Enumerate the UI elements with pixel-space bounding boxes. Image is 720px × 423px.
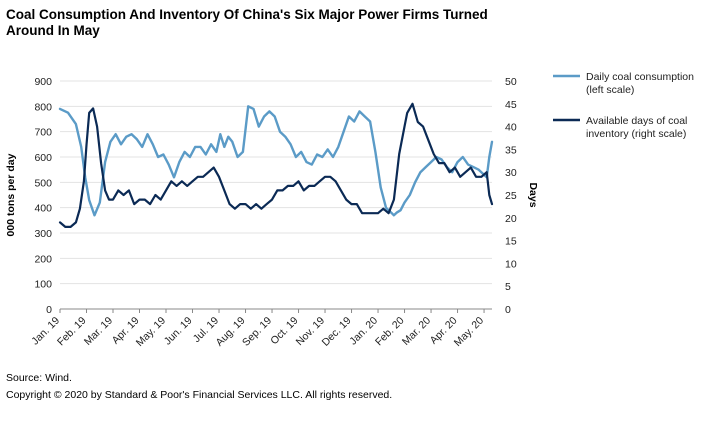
left-tick-label: 100 xyxy=(34,279,52,291)
source-note: Source: Wind. xyxy=(6,372,72,384)
right-tick-label: 15 xyxy=(505,236,517,248)
legend-item-consumption: Daily coal consumption (left scale) xyxy=(586,71,694,96)
x-tick-label: Sep. 19 xyxy=(240,315,274,349)
left-tick-label: 400 xyxy=(34,203,52,215)
left-axis-title: 000 tons per day xyxy=(5,153,17,236)
x-tick-label: Mar. 20 xyxy=(400,315,433,348)
x-tick-label: May. 19 xyxy=(134,315,168,349)
right-tick-label: 20 xyxy=(505,213,517,225)
left-tick-label: 0 xyxy=(46,304,52,316)
series-layer xyxy=(58,102,494,228)
series-line-inventory xyxy=(58,102,494,228)
right-tick-label: 40 xyxy=(505,122,517,134)
right-tick-label: 50 xyxy=(505,76,517,88)
gridlines xyxy=(60,80,492,285)
series-line-consumption xyxy=(58,105,494,217)
left-tick-label: 900 xyxy=(34,76,52,88)
right-tick-label: 25 xyxy=(505,190,517,202)
left-tick-label: 600 xyxy=(34,152,52,164)
right-tick-label: 35 xyxy=(505,144,517,156)
left-axis-ticks: 0 100 200 300 400 500 600 700 800 900 xyxy=(34,76,52,316)
copyright-note: Copyright © 2020 by Standard & Poor's Fi… xyxy=(6,389,393,401)
x-tick-label: Mar. 19 xyxy=(82,315,115,348)
left-tick-label: 300 xyxy=(34,228,52,240)
left-tick-label: 700 xyxy=(34,127,52,139)
right-axis-ticks: 0 5 10 15 20 25 30 35 40 45 50 xyxy=(505,76,517,316)
right-axis-title: Days xyxy=(527,182,539,207)
left-tick-label: 500 xyxy=(34,177,52,189)
left-tick-label: 800 xyxy=(34,101,52,113)
left-tick-label: 200 xyxy=(34,253,52,265)
legend: Daily coal consumption (left scale) Availa… xyxy=(553,71,694,140)
legend-item-inventory: Available days of coal inventory (right s… xyxy=(586,115,687,140)
x-tick-label: Jun. 19 xyxy=(162,315,195,348)
right-tick-label: 45 xyxy=(505,99,517,111)
x-tick-label: Feb. 19 xyxy=(55,315,89,349)
right-tick-label: 0 xyxy=(505,304,511,316)
x-tick-label: Feb. 20 xyxy=(373,315,407,349)
x-tick-label: Dec. 19 xyxy=(320,315,354,349)
chart-title: Coal Consumption And Inventory Of China'… xyxy=(6,7,488,38)
right-tick-label: 30 xyxy=(505,167,517,179)
right-tick-label: 10 xyxy=(505,258,517,270)
x-tick-label: May. 20 xyxy=(452,315,486,349)
right-tick-label: 5 xyxy=(505,281,511,293)
